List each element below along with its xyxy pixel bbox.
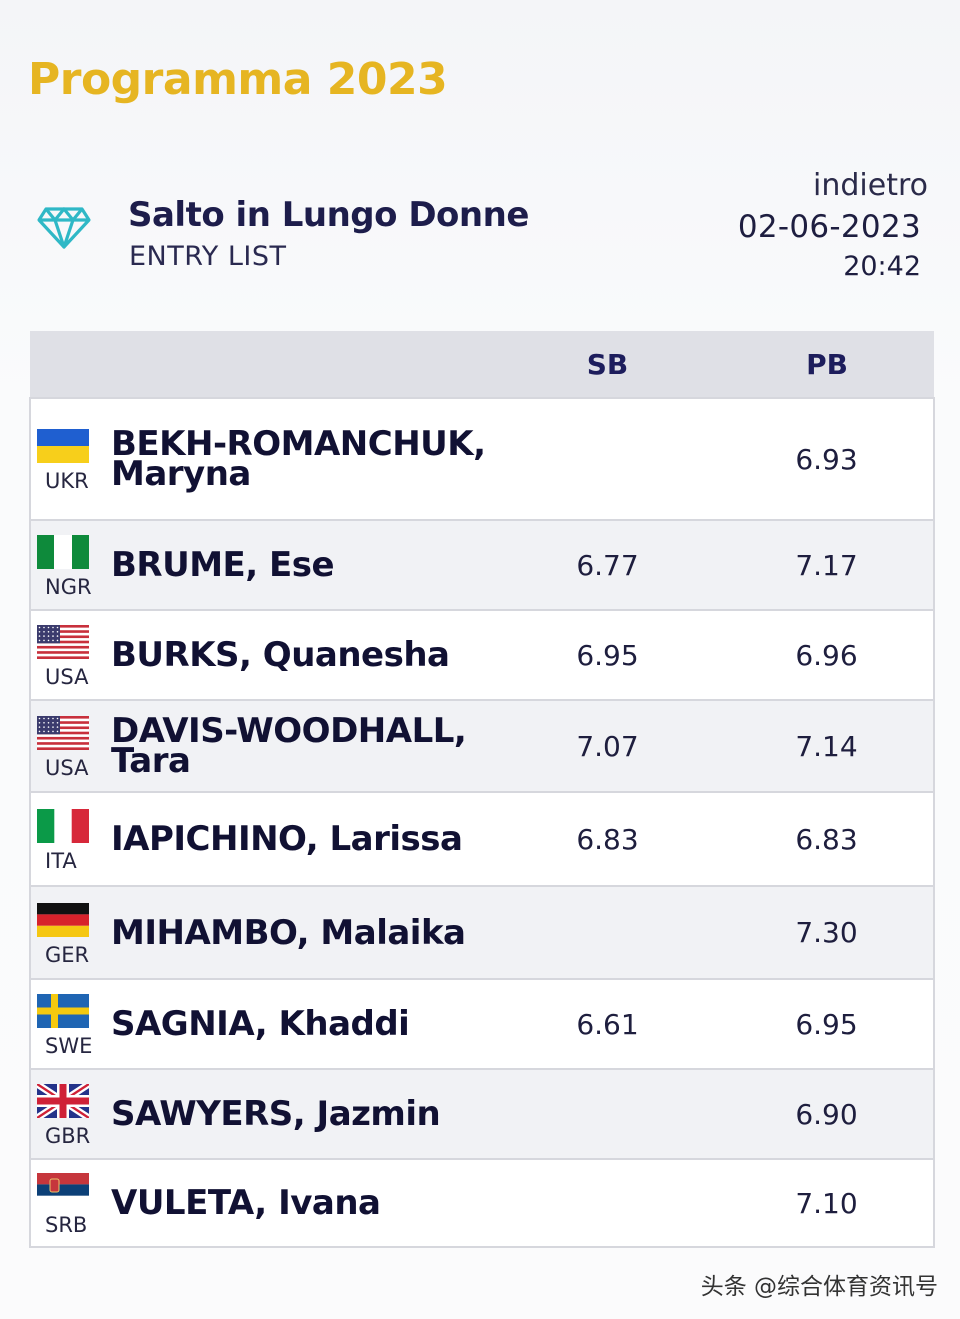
flag-cell: GBR [29,1068,105,1159]
table-row[interactable]: GBR SAWYERS, Jazmin 6.90 [29,1068,935,1159]
personal-best: 6.90 [720,1068,935,1159]
personal-best: 7.10 [720,1158,935,1248]
pb-column-header[interactable]: PB [720,331,934,398]
season-best: 6.77 [495,519,720,610]
table-row[interactable]: USA DAVIS-WOODHALL, Tara 7.07 7.14 [29,699,935,792]
flag-wrap: USA [35,615,99,695]
sb-column-header[interactable]: SB [495,331,720,398]
athlete-name[interactable]: BEKH-ROMANCHUK, Maryna [105,397,495,520]
event-subtitle: ENTRY LIST [129,241,287,272]
personal-best: 6.96 [720,609,935,700]
diamond-icon [37,207,91,249]
flag-wrap: SWE [35,984,99,1064]
flag-cell: USA [29,609,105,700]
athlete-name[interactable]: BURKS, Quanesha [105,609,495,700]
athlete-name[interactable]: BRUME, Ese [105,519,495,610]
personal-best: 7.14 [720,699,935,792]
personal-best: 6.95 [720,978,935,1069]
season-best: 6.95 [495,609,720,700]
country-code: SWE [45,1034,93,1058]
season-best [495,885,720,979]
swe-flag-icon [37,994,89,1028]
table-row[interactable]: ITA IAPICHINO, Larissa 6.83 6.83 [29,791,935,886]
table-row[interactable]: USA BURKS, Quanesha 6.95 6.96 [29,609,935,700]
gbr-flag-icon [37,1084,89,1118]
season-best [495,397,720,520]
season-best [495,1068,720,1159]
season-best [495,1158,720,1248]
back-link[interactable]: indietro [813,168,928,203]
table-row[interactable]: UKR BEKH-ROMANCHUK, Maryna 6.93 [29,397,935,520]
usa-flag-icon [37,716,89,750]
watermark: 头条 @综合体育资讯号 [700,1274,938,1300]
athlete-name[interactable]: DAVIS-WOODHALL, Tara [105,699,495,792]
season-best: 7.07 [495,699,720,792]
country-code: GER [45,942,90,967]
flag-wrap: NGR [35,525,99,605]
table-header-row: SB PB [30,331,934,398]
flag-wrap: USA [35,706,99,786]
name-column-header [105,331,495,398]
flag-cell: GER [29,885,105,979]
athlete-name[interactable]: VULETA, Ivana [105,1158,495,1248]
flag-cell: NGR [29,519,105,610]
season-best: 6.83 [495,791,720,886]
srb-flag-icon [37,1173,89,1207]
season-best: 6.61 [495,978,720,1069]
entry-list-table: SB PB UKR BEKH-ROMANCHUK, Maryna 6.93 NGR BR… [29,331,935,1248]
country-code: UKR [45,469,89,493]
usa-flag-icon [37,625,89,659]
table-row[interactable]: SRB VULETA, Ivana 7.10 [29,1158,935,1248]
athlete-name[interactable]: SAGNIA, Khaddi [105,978,495,1069]
table-row[interactable]: NGR BRUME, Ese 6.77 7.17 [29,519,935,610]
ngr-flag-icon [37,535,89,569]
country-code: GBR [45,1124,91,1148]
country-code: NGR [45,575,92,599]
flag-column-header [30,331,105,398]
ukr-flag-icon [37,429,89,463]
ita-flag-icon [37,809,89,843]
personal-best: 7.30 [720,885,935,979]
event-time: 20:42 [843,251,921,282]
flag-cell: SRB [29,1158,105,1248]
flag-cell: USA [29,699,105,792]
flag-wrap: GER [35,893,99,973]
personal-best: 6.93 [720,397,935,520]
personal-best: 6.83 [720,791,935,886]
country-code: SRB [45,1213,88,1237]
flag-wrap: ITA [35,799,99,879]
event-header: Salto in Lungo Donne ENTRY LIST indietro… [0,165,960,295]
athlete-name[interactable]: SAWYERS, Jazmin [105,1068,495,1159]
flag-wrap: UKR [35,419,99,499]
personal-best: 7.17 [720,519,935,610]
athlete-name[interactable]: MIHAMBO, Malaika [105,885,495,979]
ger-flag-icon [37,902,89,937]
page-title: Programma 2023 [28,54,448,105]
event-date: 02-06-2023 [737,209,921,245]
flag-cell: SWE [29,978,105,1069]
country-code: ITA [45,849,77,873]
event-name: Salto in Lungo Donne [128,195,529,235]
flag-cell: UKR [29,397,105,520]
table-row[interactable]: SWE SAGNIA, Khaddi 6.61 6.95 [29,978,935,1069]
athlete-name[interactable]: IAPICHINO, Larissa [105,791,495,886]
flag-wrap: SRB [35,1163,99,1243]
country-code: USA [45,665,89,689]
table-row[interactable]: GER MIHAMBO, Malaika 7.30 [29,885,935,979]
country-code: USA [45,756,89,780]
flag-cell: ITA [29,791,105,886]
flag-wrap: GBR [35,1074,99,1154]
